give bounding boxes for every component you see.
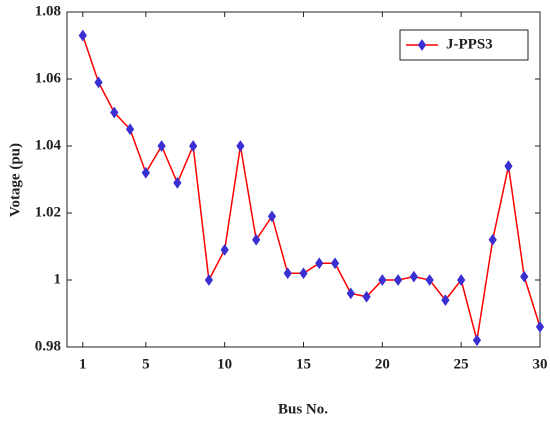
marker: [378, 274, 387, 286]
y-tick-label: 1.06: [35, 70, 62, 86]
marker: [110, 106, 119, 119]
plot-area: [66, 11, 541, 348]
x-tick-label: 15: [296, 356, 311, 372]
marker: [346, 287, 355, 300]
x-axis-label: Bus No.: [278, 401, 328, 417]
marker: [409, 270, 418, 283]
x-tick-label: 30: [533, 356, 548, 372]
marker: [267, 210, 277, 223]
marker: [283, 267, 292, 280]
marker: [78, 29, 87, 42]
marker: [141, 166, 150, 179]
marker: [173, 176, 182, 189]
series-line: [82, 35, 541, 341]
x-tick-label: 5: [142, 356, 150, 372]
x-tick-label: 1: [79, 356, 87, 372]
marker: [488, 233, 497, 246]
legend-marker: [417, 39, 427, 51]
marker: [252, 233, 261, 246]
marker: [94, 76, 103, 89]
marker: [220, 243, 229, 256]
y-tick-label: 0.98: [35, 338, 61, 354]
marker: [393, 274, 403, 286]
x-tick-label: 10: [217, 356, 232, 372]
y-tick-label: 1.04: [35, 137, 62, 153]
marker: [504, 160, 513, 172]
y-tick-label: 1: [54, 271, 62, 287]
y-tick-label: 1.02: [35, 204, 61, 220]
x-tick-label: 20: [375, 356, 390, 372]
marker: [330, 257, 340, 270]
marker: [204, 274, 214, 286]
marker: [125, 123, 135, 136]
marker: [425, 274, 434, 286]
marker: [457, 274, 466, 286]
marker: [362, 290, 371, 303]
marker: [315, 257, 324, 270]
marker: [189, 140, 198, 152]
marker: [535, 321, 545, 333]
legend-label: J-PPS3: [446, 36, 493, 52]
marker: [472, 334, 482, 347]
y-tick-label: 1.08: [35, 3, 61, 19]
marker: [520, 270, 529, 283]
marker: [441, 294, 450, 306]
x-tick-label: 25: [454, 356, 469, 372]
marker: [236, 140, 245, 152]
marker: [157, 140, 166, 152]
y-axis-label: Votage (pu): [7, 143, 23, 217]
marker: [299, 267, 308, 280]
